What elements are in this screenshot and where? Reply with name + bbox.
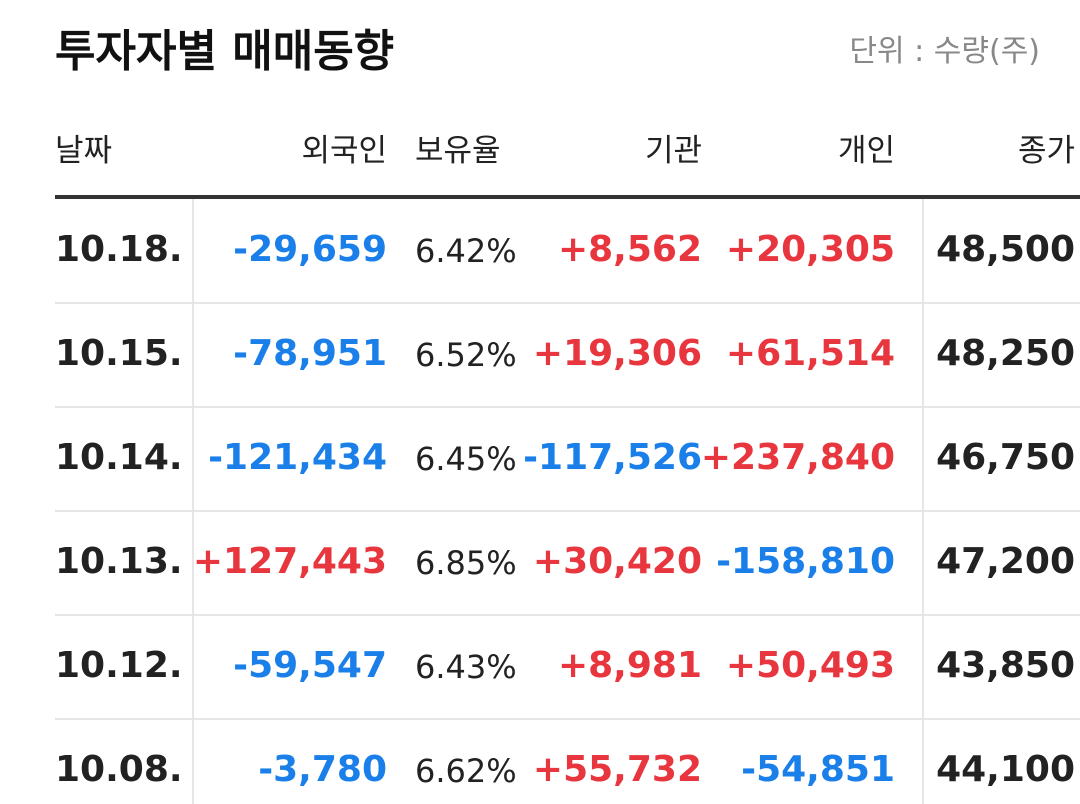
value-cell: -3,780	[258, 749, 387, 790]
rate-cell: 6.62%	[415, 752, 517, 790]
unit: 단위 : 수량(주)	[849, 34, 1040, 69]
value-cell: +55,732	[532, 749, 702, 790]
column-divider	[922, 199, 924, 804]
value-cell: 48,500	[936, 229, 1075, 270]
value-cell: +8,562	[557, 229, 702, 270]
value-cell: 10.13.	[55, 541, 183, 582]
value-cell: +61,514	[725, 333, 895, 374]
value-cell: 44,100	[936, 749, 1075, 790]
value-cell: +19,306	[532, 333, 702, 374]
value-cell: -117,526	[523, 437, 702, 478]
rate-cell: 6.52%	[415, 336, 517, 374]
value-cell: 10.14.	[55, 437, 183, 478]
value-cell: -121,434	[208, 437, 387, 478]
value-cell: 10.15.	[55, 333, 183, 374]
value-cell: +50,493	[725, 645, 895, 686]
value-cell: +127,443	[192, 541, 387, 582]
value-cell: -59,547	[233, 645, 387, 686]
rate-cell: 6.42%	[415, 232, 517, 270]
value-cell: +30,420	[532, 541, 702, 582]
column-divider	[192, 199, 194, 804]
row-divider	[55, 302, 1080, 304]
value-cell: +20,305	[725, 229, 895, 270]
value-cell: 43,850	[936, 645, 1075, 686]
value-cell: 47,200	[936, 541, 1075, 582]
column-header: 보유율	[415, 133, 501, 169]
value-cell: -54,851	[741, 749, 895, 790]
row-divider	[55, 614, 1080, 616]
column-header: 종가	[1017, 133, 1075, 169]
value-cell: 10.18.	[55, 229, 183, 270]
title: 투자자별 매매동향	[55, 26, 395, 77]
row-divider	[55, 718, 1080, 720]
value-cell: -78,951	[233, 333, 387, 374]
value-cell: -158,810	[716, 541, 895, 582]
value-cell: 46,750	[936, 437, 1075, 478]
row-divider	[55, 510, 1080, 512]
value-cell: +237,840	[700, 437, 895, 478]
value-cell: 48,250	[936, 333, 1075, 374]
rate-cell: 6.45%	[415, 440, 517, 478]
rate-cell: 6.43%	[415, 648, 517, 686]
value-cell: 10.08.	[55, 749, 183, 790]
column-header: 개인	[837, 133, 895, 169]
column-header: 날짜	[55, 133, 113, 169]
column-header: 외국인	[301, 133, 387, 169]
rate-cell: 6.85%	[415, 544, 517, 582]
value-cell: +8,981	[557, 645, 702, 686]
value-cell: 10.12.	[55, 645, 183, 686]
row-divider	[55, 406, 1080, 408]
value-cell: -29,659	[233, 229, 387, 270]
header-divider	[55, 195, 1080, 199]
column-header: 기관	[644, 133, 702, 169]
